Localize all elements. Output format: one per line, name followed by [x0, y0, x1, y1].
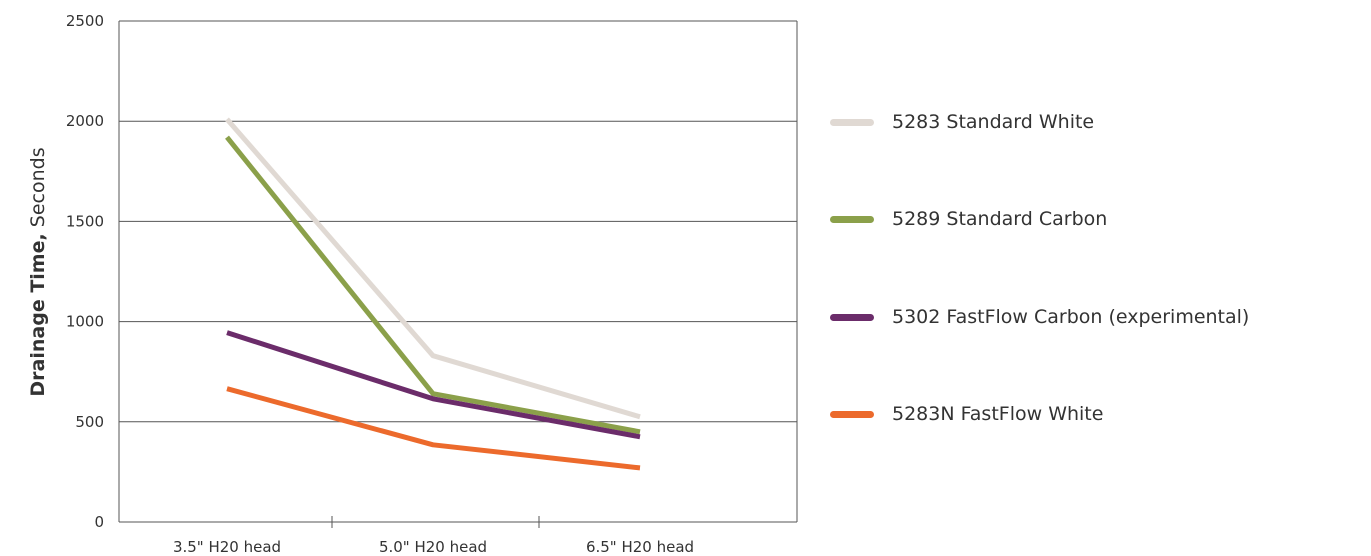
y-tick-labels: 0 500 1000 1500 2000 2500	[66, 12, 104, 531]
legend-swatch	[830, 118, 874, 126]
legend-swatch	[830, 215, 874, 223]
y-tick-label: 2000	[66, 112, 104, 130]
legend-swatch	[830, 313, 874, 321]
series-line	[226, 330, 641, 440]
x-tick-labels: 3.5" H20 head 5.0" H20 head 6.5" H20 head	[173, 538, 694, 556]
y-tick-label: 0	[94, 513, 104, 531]
legend-item: 5302 FastFlow Carbon (experimental)	[830, 302, 1249, 332]
y-tick-label: 2500	[66, 12, 104, 30]
gridlines	[118, 20, 798, 528]
legend: 5283 Standard White 5289 Standard Carbon…	[830, 0, 1371, 556]
line-chart: 0 500 1000 1500 2000 2500 3.5" H20 head 5.0" H…	[27, 12, 798, 556]
y-tick-label: 1000	[66, 313, 104, 331]
series-line	[225, 117, 641, 420]
x-tick-label: 5.0" H20 head	[379, 538, 487, 556]
series-line	[226, 386, 641, 471]
legend-item: 5283 Standard White	[830, 107, 1094, 137]
legend-label: 5283N FastFlow White	[892, 403, 1104, 425]
legend-label: 5302 FastFlow Carbon (experimental)	[892, 306, 1250, 328]
series-line	[225, 135, 641, 435]
legend-label: 5283 Standard White	[892, 111, 1095, 133]
legend-item: 5283N FastFlow White	[830, 399, 1103, 429]
legend-label: 5289 Standard Carbon	[892, 208, 1108, 230]
x-tick-label: 3.5" H20 head	[173, 538, 281, 556]
series-lines	[225, 117, 641, 471]
y-axis-label-bold: Drainage Time,	[27, 233, 49, 396]
y-tick-label: 1500	[66, 212, 104, 230]
y-axis-label-unit: Seconds	[27, 147, 49, 227]
x-tick-label: 6.5" H20 head	[586, 538, 694, 556]
legend-swatch	[830, 410, 874, 418]
y-tick-label: 500	[75, 413, 104, 431]
legend-item: 5289 Standard Carbon	[830, 204, 1107, 234]
y-axis-label: Drainage Time, Seconds	[27, 147, 49, 396]
